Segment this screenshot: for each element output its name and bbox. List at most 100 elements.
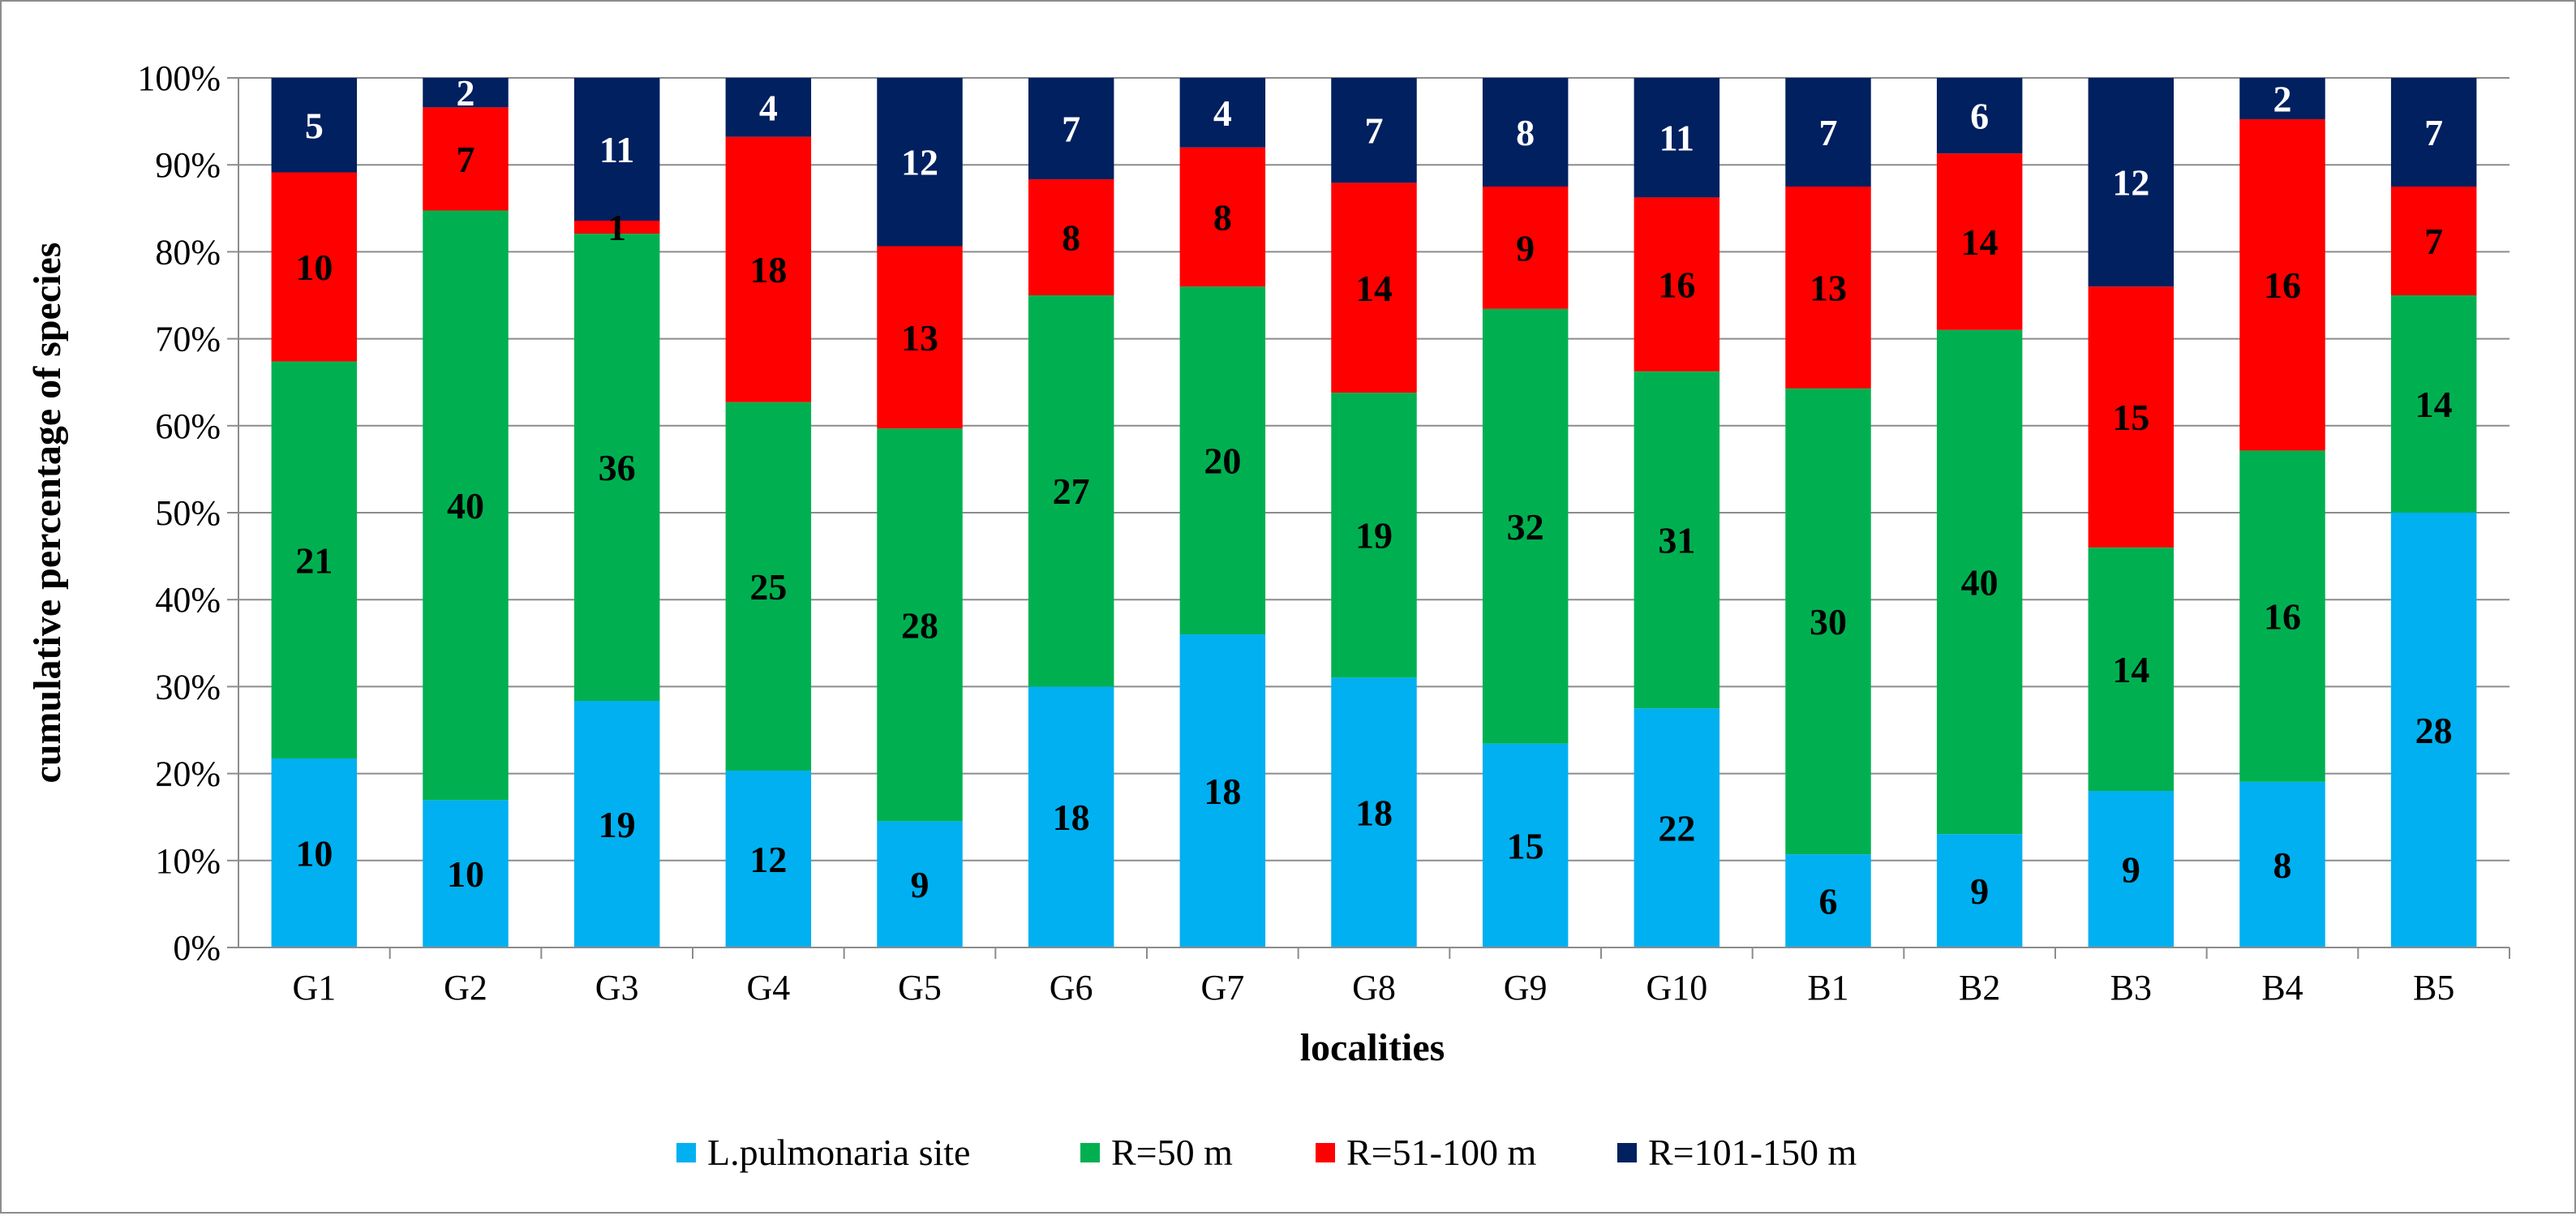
bar-segment bbox=[1179, 147, 1266, 287]
bar-segment bbox=[2239, 78, 2325, 120]
bar-segment bbox=[725, 78, 812, 137]
bar-segment bbox=[271, 758, 358, 947]
legend-swatch bbox=[676, 1143, 696, 1162]
data-label: 14 bbox=[1961, 221, 1999, 263]
data-label: 15 bbox=[2112, 397, 2149, 438]
data-label: 32 bbox=[1507, 506, 1544, 548]
y-tick-label: 30% bbox=[155, 667, 221, 707]
data-label: 12 bbox=[749, 839, 787, 880]
data-label: 14 bbox=[2415, 384, 2453, 425]
data-label: 2 bbox=[2273, 79, 2292, 120]
legend-entry: R=51-100 m bbox=[1346, 1132, 1536, 1173]
data-label: 11 bbox=[599, 129, 634, 170]
bar-segment bbox=[1482, 78, 1569, 187]
data-label: 18 bbox=[1053, 797, 1090, 838]
y-tick-label: 20% bbox=[155, 754, 221, 794]
data-label: 16 bbox=[1658, 264, 1695, 306]
y-tick-label: 100% bbox=[137, 58, 221, 98]
data-label: 19 bbox=[599, 804, 636, 845]
x-tick-label: B5 bbox=[2413, 968, 2454, 1008]
data-label: 13 bbox=[1810, 267, 1847, 308]
tick-labels: 0% 10% 20% 30% 40% 50% 60% 70% 80% 90% 100% G1 G2 G3 G… bbox=[137, 58, 2454, 1008]
data-label: 7 bbox=[457, 139, 475, 180]
bar-segment bbox=[423, 210, 509, 801]
data-label: 5 bbox=[305, 105, 324, 146]
data-label: 8 bbox=[1516, 112, 1535, 153]
x-tick-label: G5 bbox=[898, 968, 942, 1008]
data-label: 10 bbox=[295, 247, 333, 288]
bar-segment bbox=[1179, 286, 1266, 635]
bar-segment bbox=[725, 770, 812, 947]
y-axis-title: cumulative percentage of species bbox=[26, 243, 69, 784]
data-label: 21 bbox=[295, 539, 333, 581]
x-tick-label: G6 bbox=[1050, 968, 1093, 1008]
data-label: 9 bbox=[1516, 227, 1535, 269]
data-label: 31 bbox=[1658, 520, 1695, 561]
data-label: 12 bbox=[901, 142, 938, 183]
bar-segment bbox=[2088, 286, 2175, 548]
x-tick-label: G2 bbox=[444, 968, 487, 1008]
bar-segment bbox=[877, 78, 963, 247]
bar-segment bbox=[1028, 686, 1114, 947]
data-label: 7 bbox=[2424, 221, 2443, 262]
x-tick-label: B4 bbox=[2261, 968, 2303, 1008]
y-tick-label: 50% bbox=[155, 493, 221, 533]
legend-entry: R=101-150 m bbox=[1648, 1132, 1857, 1173]
x-tick-label: G7 bbox=[1200, 968, 1244, 1008]
data-labels: 1021105104072193611112251849281312182787… bbox=[295, 72, 2452, 922]
x-tick-label: B3 bbox=[2110, 968, 2152, 1008]
bar-segment bbox=[725, 136, 812, 402]
bar-segment bbox=[877, 821, 963, 947]
bar-segment bbox=[573, 234, 660, 701]
bar-segment bbox=[573, 701, 660, 947]
axes bbox=[227, 77, 2510, 959]
data-label: 18 bbox=[749, 249, 787, 290]
bar-segment bbox=[423, 107, 509, 211]
y-tick-label: 80% bbox=[155, 232, 221, 272]
x-tick-label: B2 bbox=[1959, 968, 2000, 1008]
data-label: 11 bbox=[1659, 118, 1694, 159]
x-tick-label: G3 bbox=[595, 968, 639, 1008]
bar-segment bbox=[1482, 308, 1569, 744]
legend-swatch bbox=[1080, 1143, 1100, 1162]
legend: L.pulmonaria site R=50 m R=51-100 m R=101-1… bbox=[676, 1132, 1857, 1173]
data-label: 6 bbox=[1819, 881, 1838, 922]
data-label: 30 bbox=[1810, 601, 1847, 642]
bar-segment bbox=[271, 172, 358, 362]
data-label: 7 bbox=[1819, 112, 1838, 153]
data-label: 1 bbox=[608, 207, 626, 248]
bar-segment bbox=[573, 78, 660, 221]
data-label: 9 bbox=[911, 864, 930, 905]
bar-segment bbox=[1634, 708, 1720, 947]
legend-swatch bbox=[1617, 1143, 1637, 1162]
data-label: 22 bbox=[1658, 808, 1695, 849]
bar-segment bbox=[725, 402, 812, 771]
x-tick-label: G8 bbox=[1352, 968, 1396, 1008]
data-label: 20 bbox=[1204, 440, 1241, 482]
data-label: 2 bbox=[457, 72, 475, 114]
bar-segment bbox=[1179, 78, 1266, 148]
data-label: 7 bbox=[1365, 110, 1384, 152]
bar-segment bbox=[2390, 78, 2477, 187]
data-label: 40 bbox=[1961, 561, 1999, 603]
bar-segment bbox=[423, 78, 509, 108]
data-label: 16 bbox=[2264, 264, 2301, 306]
x-axis-title: localities bbox=[1300, 1026, 1445, 1069]
y-tick-label: 90% bbox=[155, 145, 221, 185]
data-label: 18 bbox=[1204, 771, 1241, 812]
bar-segment bbox=[877, 246, 963, 429]
bar-segment bbox=[2390, 187, 2477, 295]
bar-segment bbox=[1482, 743, 1569, 947]
data-label: 28 bbox=[2415, 710, 2453, 751]
y-tick-label: 40% bbox=[155, 580, 221, 620]
bar-segment bbox=[1482, 187, 1569, 309]
data-label: 4 bbox=[759, 87, 778, 128]
bar-segment bbox=[1179, 634, 1266, 947]
bar-segment bbox=[1785, 187, 1871, 389]
data-label: 10 bbox=[447, 853, 484, 895]
data-label: 28 bbox=[901, 604, 938, 646]
data-label: 7 bbox=[1062, 109, 1080, 150]
x-tick-label: G10 bbox=[1646, 968, 1707, 1008]
bar-segment bbox=[1785, 388, 1871, 855]
